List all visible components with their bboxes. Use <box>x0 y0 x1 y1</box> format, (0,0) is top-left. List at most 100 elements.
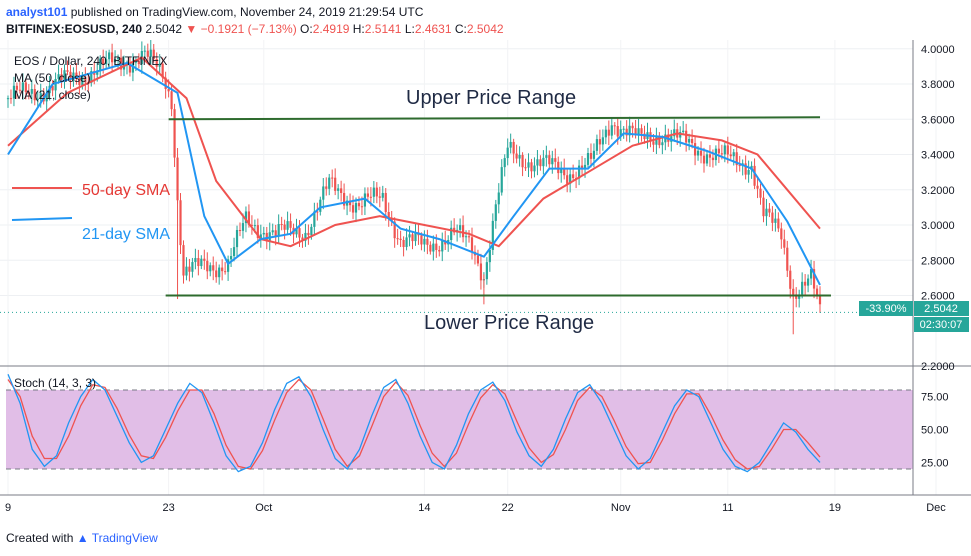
candle-body <box>711 157 715 161</box>
candle-body <box>108 52 111 60</box>
candle-body <box>717 148 720 154</box>
candle-body <box>381 192 384 198</box>
time-tick-label: 14 <box>418 502 430 514</box>
candle-body <box>759 188 762 198</box>
candle-body <box>432 243 435 252</box>
candle-body <box>227 259 230 272</box>
candle-body <box>661 142 664 146</box>
candle-body <box>286 221 289 230</box>
price-tick-label: 3.6000 <box>921 114 955 126</box>
candle-body <box>655 137 658 145</box>
candle-body <box>387 212 390 219</box>
candle-body <box>21 82 24 91</box>
candle-body <box>15 85 19 90</box>
candle-body <box>809 269 813 279</box>
candle-body <box>542 157 545 167</box>
time-tick-label: 23 <box>162 502 174 514</box>
price-chart[interactable]: 4.0000 3.8000 3.6000 3.4000 3.2000 3.0000 2.80… <box>0 0 971 530</box>
sma21-key-line <box>11 217 73 221</box>
candle-body <box>319 199 322 212</box>
candle-body <box>253 225 256 227</box>
candle-body <box>563 168 566 176</box>
stoch-axis[interactable]: 75.00 50.00 25.00 <box>921 392 949 470</box>
candle-body <box>60 74 63 80</box>
candle-body <box>36 98 39 101</box>
candle-body <box>399 238 402 241</box>
candle-body <box>640 128 643 134</box>
price-axis[interactable]: 4.0000 3.8000 3.6000 3.4000 3.2000 3.0000 2.80… <box>921 44 955 373</box>
candle-body <box>149 49 152 57</box>
candle-body <box>116 57 120 60</box>
candle-body <box>815 288 819 296</box>
candle-body <box>328 177 331 189</box>
candle-body <box>105 59 108 65</box>
legend-ma21: MA (21, close) <box>14 88 91 102</box>
stoch-tick-label: 50.00 <box>921 425 949 437</box>
candle-body <box>572 174 575 179</box>
candle-body <box>685 130 688 143</box>
candle-body <box>51 85 54 91</box>
candle-body <box>515 153 518 159</box>
candle-body <box>780 228 783 240</box>
candle-body <box>72 72 75 80</box>
candle-body <box>530 162 533 172</box>
candle-body <box>378 196 381 198</box>
candle-body <box>182 245 185 276</box>
candle-body <box>580 165 584 169</box>
candle-body <box>753 165 756 186</box>
publisher-name[interactable]: analyst101 <box>6 5 68 19</box>
candle-body <box>81 76 84 86</box>
candle-body <box>438 249 441 252</box>
candle-body <box>402 240 405 247</box>
candle-body <box>99 58 102 71</box>
candle-body <box>280 224 283 226</box>
candle-body <box>289 221 292 228</box>
candle-body <box>658 137 661 146</box>
candle-body <box>732 152 735 157</box>
candle-body <box>577 165 581 179</box>
legend-stoch: Stoch (14, 3, 3) <box>14 376 96 390</box>
time-axis[interactable]: 9 23 Oct 14 22 Nov 11 19 Dec <box>5 502 946 514</box>
candle-body <box>527 162 530 168</box>
candle-body <box>405 237 408 247</box>
upper-range-line[interactable] <box>168 116 821 121</box>
candle-body <box>420 235 423 245</box>
candle-body <box>762 197 765 217</box>
candle-body <box>598 139 601 145</box>
tradingview-logo-icon[interactable]: ▲ <box>76 531 89 545</box>
price-tick-label: 3.8000 <box>921 79 955 91</box>
candle-body <box>818 295 822 305</box>
candle-body <box>9 98 13 100</box>
candle-body <box>479 263 483 281</box>
candle-body <box>363 193 367 207</box>
candle-body <box>682 130 685 133</box>
candle-body <box>259 234 262 239</box>
footer-brand[interactable]: TradingView <box>91 531 158 545</box>
price-change: ▼ −0.1921 (−7.13%) <box>185 22 297 36</box>
price-tick-label: 3.4000 <box>921 150 955 162</box>
candle-body <box>643 133 646 140</box>
candle-body <box>566 175 569 184</box>
candle-body <box>634 128 637 136</box>
candle-body <box>628 125 631 136</box>
candle-body <box>551 158 554 165</box>
candle-body <box>334 177 337 191</box>
candle-body <box>423 238 426 245</box>
candle-body <box>601 137 604 145</box>
stoch-tick-label: 75.00 <box>921 392 949 404</box>
candle-body <box>111 52 114 63</box>
candle-body <box>408 234 411 238</box>
candle-body <box>375 187 378 197</box>
candle-body <box>729 154 732 157</box>
candle-body <box>426 238 429 245</box>
candle-body <box>610 125 613 136</box>
candle-body <box>194 258 197 263</box>
candle-body <box>586 153 590 165</box>
candle-body <box>497 192 500 205</box>
candle-body <box>221 267 224 272</box>
symbol-label: BITFINEX:EOSUSD, 240 <box>6 22 143 36</box>
candle-body <box>369 196 372 198</box>
footer-created: Created with <box>6 531 74 545</box>
candle-body <box>102 58 105 65</box>
candle-body <box>209 265 212 272</box>
